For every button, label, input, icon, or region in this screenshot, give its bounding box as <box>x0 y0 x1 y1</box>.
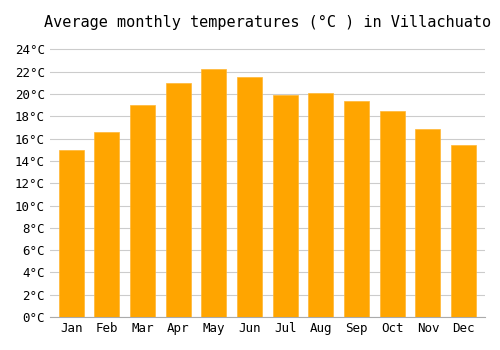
Bar <box>380 111 404 317</box>
Bar <box>416 128 440 317</box>
Bar <box>237 77 262 317</box>
Bar <box>273 95 297 317</box>
Bar <box>166 83 190 317</box>
Bar <box>308 93 334 317</box>
Bar <box>130 105 155 317</box>
Bar <box>344 101 369 317</box>
Bar <box>59 150 84 317</box>
Bar <box>451 145 476 317</box>
Bar <box>202 69 226 317</box>
Title: Average monthly temperatures (°C ) in Villachuato: Average monthly temperatures (°C ) in Vi… <box>44 15 491 30</box>
Bar <box>94 132 120 317</box>
